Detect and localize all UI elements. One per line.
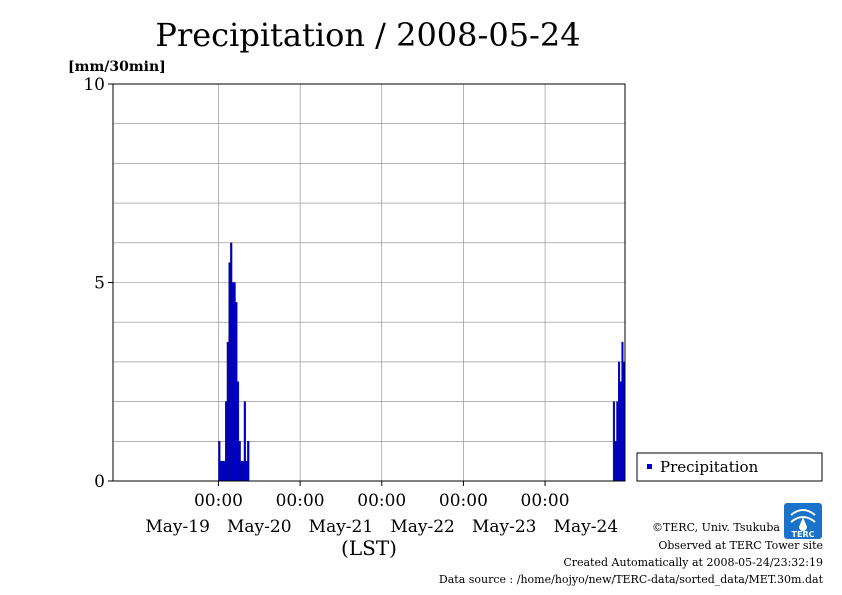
- x-tick-time-label: 00:00: [194, 491, 243, 511]
- precipitation-bar: [223, 460, 226, 482]
- credit-created: Created Automatically at 2008-05-24/23:3…: [563, 556, 823, 569]
- precipitation-bar: [218, 441, 221, 482]
- y-axis-ticks: 0 5 10: [83, 75, 113, 492]
- precipitation-bar: [612, 401, 615, 482]
- precipitation-bar: [619, 381, 622, 482]
- legend-label: Precipitation: [660, 458, 759, 476]
- legend-box: [636, 452, 823, 482]
- precipitation-bar: [231, 282, 234, 482]
- y-tick-label: 10: [83, 75, 105, 95]
- credit-site: Observed at TERC Tower site: [658, 539, 823, 552]
- credit-source: Data source : /home/hojyo/new/TERC-data/…: [439, 573, 824, 586]
- x-date-label: May-24: [554, 517, 619, 537]
- precipitation-bar: [614, 441, 617, 482]
- y-tick-label: 0: [94, 472, 105, 492]
- precipitation-bar: [228, 262, 231, 482]
- y-axis-unit-label: [mm/30min]: [68, 59, 166, 75]
- precipitation-bar: [240, 460, 243, 482]
- x-tick-time-label: 00:00: [357, 491, 406, 511]
- x-axis-label: (LST): [341, 536, 397, 560]
- x-tick-time-label: 00:00: [276, 491, 325, 511]
- x-date-label: May-21: [309, 517, 374, 537]
- credit-copyright: ©TERC, Univ. Tsukuba: [652, 521, 780, 534]
- chart-title: Precipitation / 2008-05-24: [155, 16, 580, 54]
- terc-logo: TERC: [784, 503, 822, 539]
- legend-swatch: [647, 464, 652, 469]
- precipitation-bars: [218, 242, 626, 482]
- precipitation-bar: [247, 441, 250, 482]
- x-date-label: May-19: [145, 517, 210, 537]
- precipitation-bar: [230, 242, 233, 482]
- logo-drop-icon: [799, 517, 807, 531]
- grid-lines: [113, 84, 625, 481]
- precipitation-bar: [236, 381, 240, 482]
- x-tick-time-label: 00:00: [521, 491, 570, 511]
- precipitation-bar: [235, 302, 238, 482]
- precipitation-bar: [242, 460, 245, 482]
- logo-text: TERC: [792, 530, 815, 539]
- x-axis-ticks: 00:00 00:00 00:00 00:00 00:00 May-19 May-20 May…: [145, 481, 618, 537]
- precipitation-bar: [225, 401, 228, 482]
- precipitation-bar: [621, 341, 624, 482]
- precipitation-bar: [238, 441, 241, 482]
- x-date-label: May-22: [390, 517, 455, 537]
- x-date-label: May-23: [472, 517, 537, 537]
- precipitation-bar: [616, 401, 619, 482]
- legend: Precipitation: [636, 452, 823, 482]
- y-tick-label: 5: [94, 274, 105, 294]
- x-tick-time-label: 00:00: [439, 491, 488, 511]
- precipitation-bar: [617, 361, 621, 482]
- precipitation-bar: [221, 460, 224, 482]
- x-date-label: May-20: [227, 517, 292, 537]
- precipitation-bar: [243, 401, 246, 482]
- precipitation-bar: [233, 282, 236, 482]
- precipitation-bar: [245, 460, 248, 482]
- precipitation-bar: [226, 341, 229, 482]
- precipitation-bar: [219, 460, 223, 482]
